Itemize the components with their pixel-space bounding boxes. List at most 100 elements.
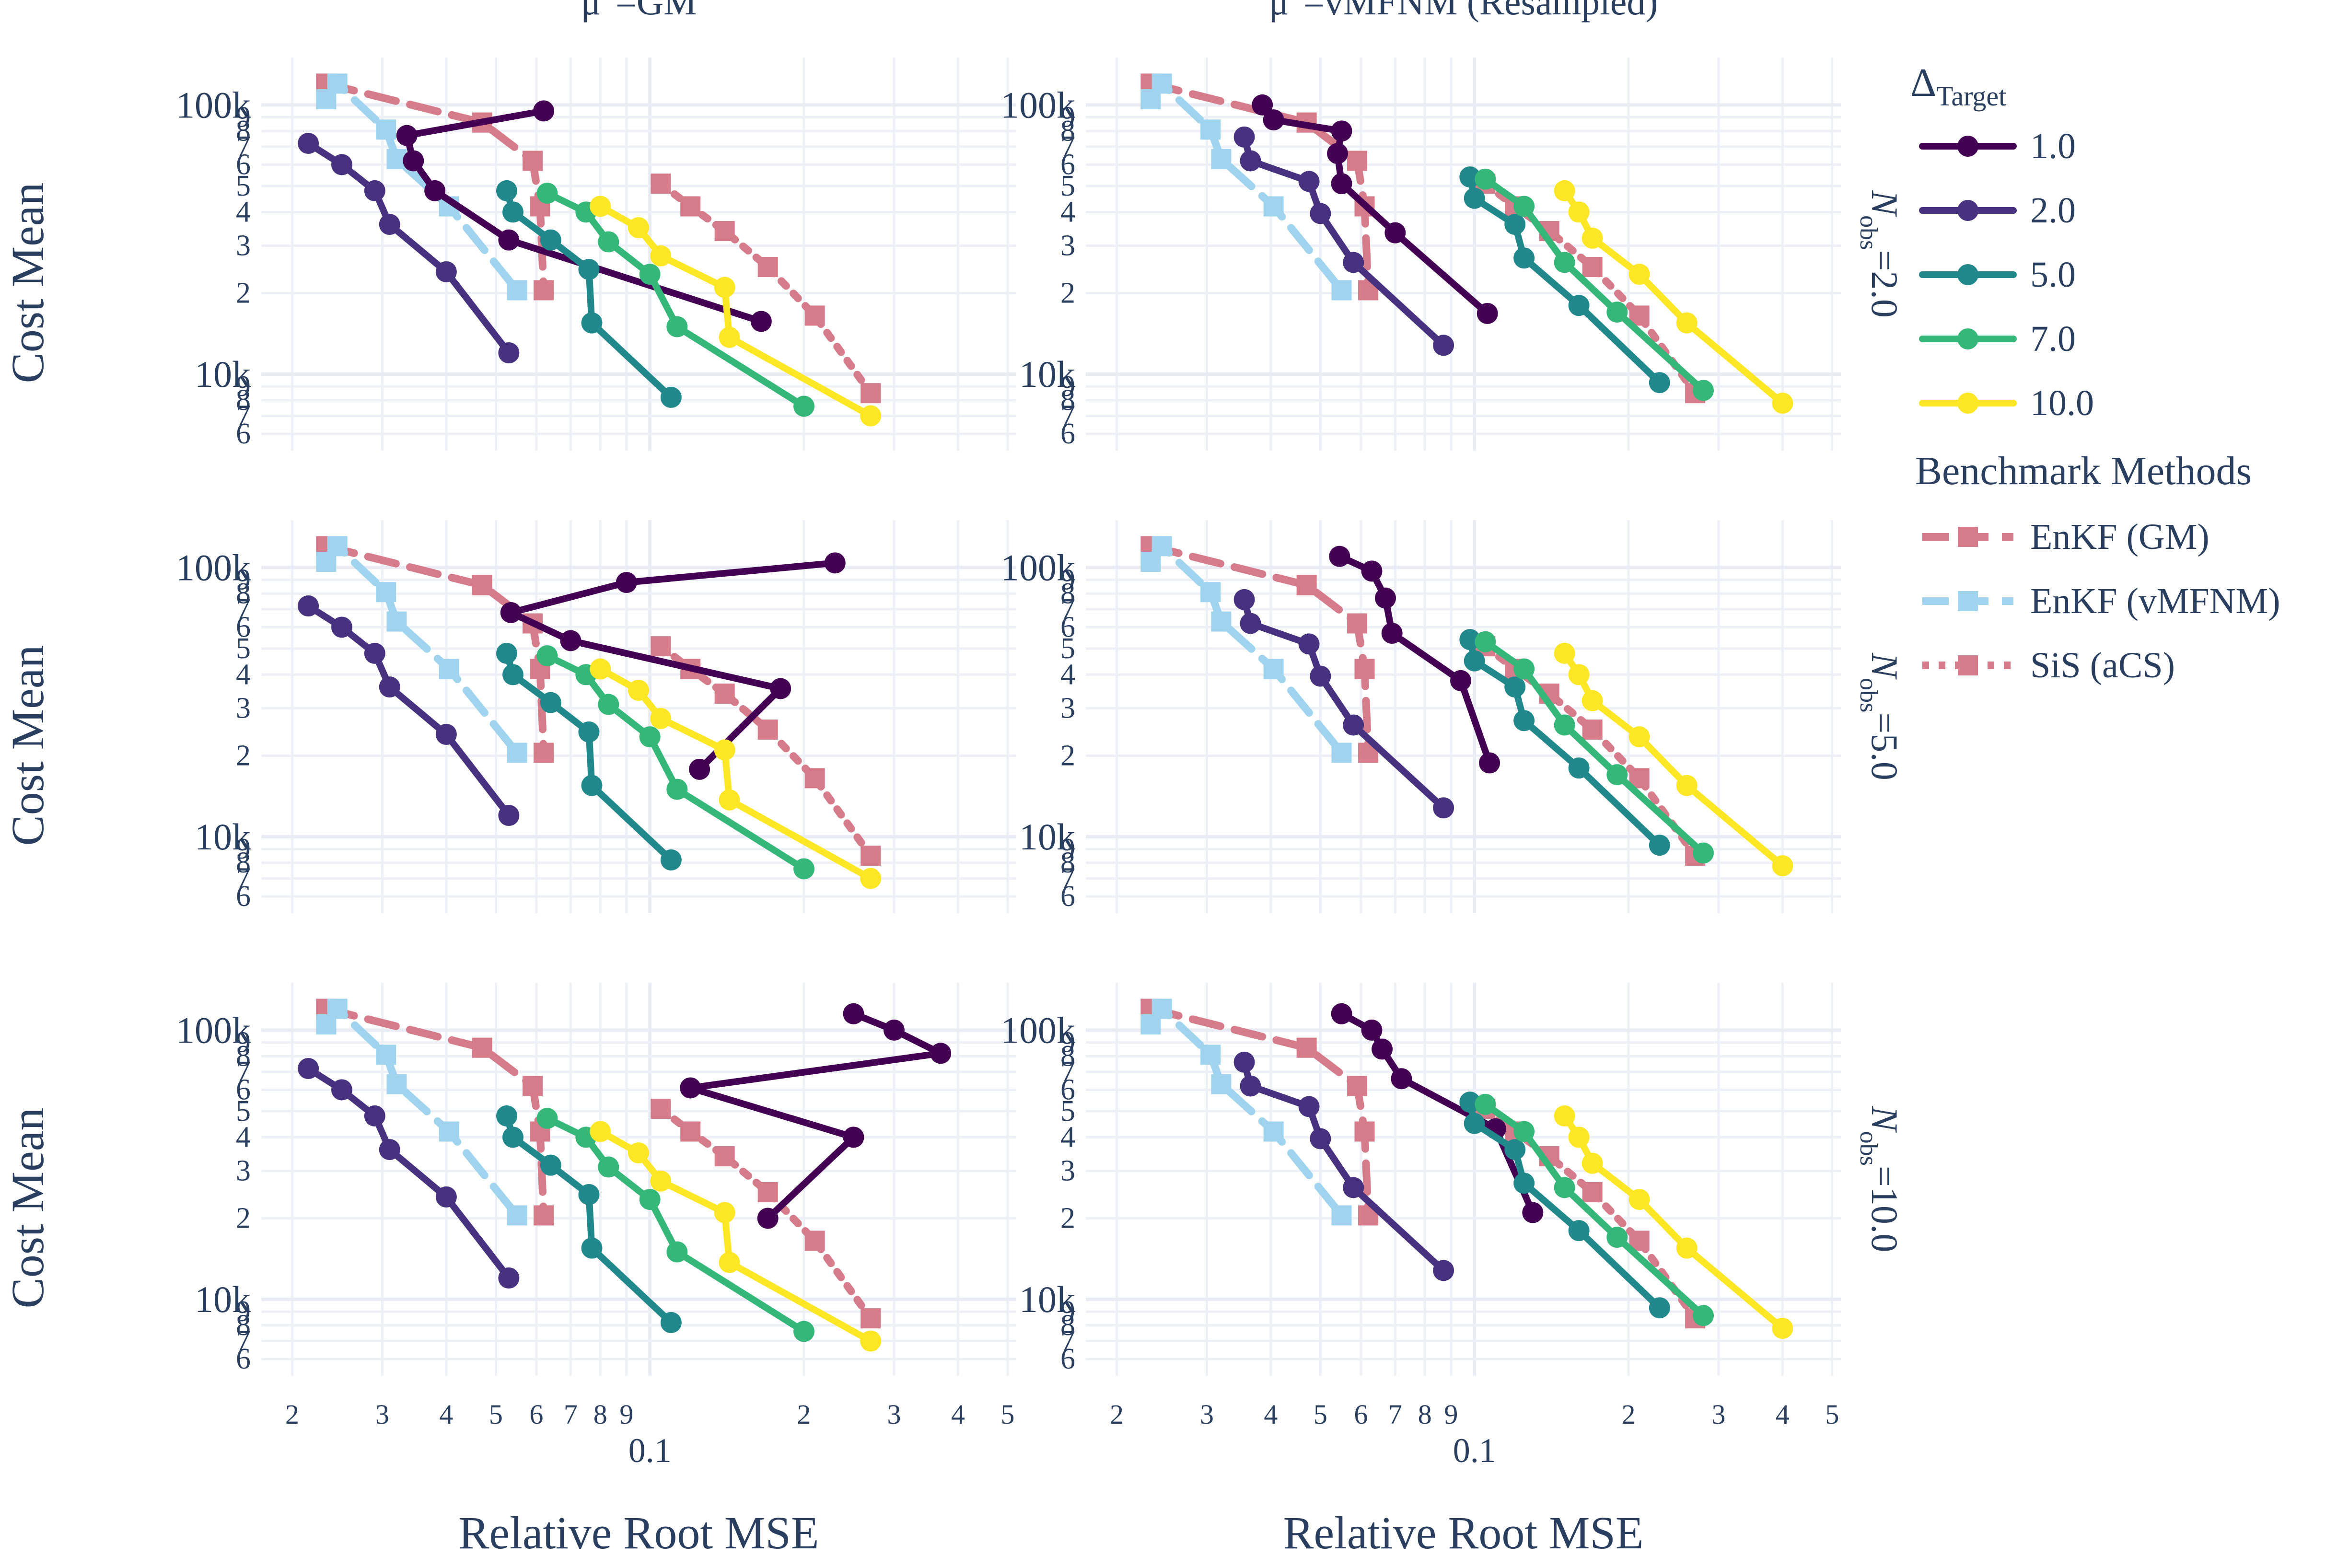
benchmark-point (386, 1074, 407, 1094)
y-tick-label: 7 (1060, 1324, 1075, 1357)
benchmark-point (1582, 1182, 1603, 1203)
series-point (650, 245, 672, 267)
series-point (536, 645, 558, 667)
benchmark-point (439, 1121, 459, 1142)
series-point (298, 595, 319, 617)
x-tick-label: 9 (1444, 1399, 1458, 1430)
legend-entry-label: 7.0 (2030, 319, 2076, 359)
y-tick-label: 9 (236, 833, 251, 865)
series-point (757, 1208, 779, 1229)
series-point (680, 1077, 701, 1099)
series-point (1433, 1260, 1454, 1281)
series-point (298, 133, 319, 154)
x-tick-label: 2 (1110, 1399, 1124, 1430)
x-tick-label: 4 (439, 1399, 453, 1430)
benchmark-point (757, 257, 778, 278)
legend-marker (1958, 527, 1978, 547)
benchmark-point (1263, 196, 1284, 217)
y-tick-label: 2 (1060, 739, 1075, 772)
series-point (843, 1003, 864, 1024)
series-point (719, 789, 740, 811)
series-point (379, 214, 400, 235)
y-tick-label: 6 (236, 611, 251, 643)
series-point (598, 694, 619, 715)
y-axis-title: Cost Mean (2, 1108, 53, 1309)
series-point (435, 1186, 457, 1208)
series-point (1693, 380, 1714, 401)
y-tick-label: 9 (1060, 370, 1075, 403)
series-point (1263, 109, 1284, 131)
benchmark-point (507, 743, 527, 763)
series-point (639, 264, 661, 285)
benchmark-point (1200, 119, 1221, 140)
series-point (793, 858, 815, 880)
benchmark-point (534, 1205, 554, 1226)
x-tick-label: 6 (529, 1399, 543, 1430)
benchmark-point (1347, 151, 1368, 171)
series-point (1513, 1121, 1535, 1142)
series-point (1676, 775, 1698, 796)
series-point (1676, 1237, 1698, 1259)
x-tick-label: 4 (1264, 1399, 1278, 1430)
series-point (793, 1321, 815, 1342)
y-tick-label: 7 (236, 1324, 251, 1357)
series-point (660, 1312, 682, 1333)
y-tick-label: 9 (1060, 1295, 1075, 1328)
tick-label-layer: 678910k23456789100k678910k23456789100k67… (176, 84, 1839, 1470)
y-tick-label: 6 (236, 418, 251, 450)
y-tick-label: 100k (176, 546, 251, 588)
series-point (1298, 633, 1320, 655)
series-point (1554, 642, 1575, 664)
y-tick-label: 8 (236, 577, 251, 610)
y-tick-label: 9 (1060, 564, 1075, 596)
benchmark-point (1263, 1121, 1284, 1142)
y-tick-label: 3 (236, 230, 251, 262)
series-point (1240, 1075, 1261, 1097)
x-tick-label: 3 (375, 1399, 389, 1430)
series-point (540, 692, 561, 713)
y-tick-label: 6 (1060, 1343, 1075, 1375)
benchmark-point (327, 999, 348, 1019)
series-point (1554, 180, 1575, 201)
legend-marker (1957, 136, 1978, 157)
series-point (1327, 143, 1349, 164)
y-tick-label: 8 (236, 384, 251, 417)
series-point (1568, 757, 1590, 779)
series-point (1343, 252, 1364, 273)
series-point (581, 775, 603, 796)
series-point (1504, 676, 1526, 698)
legend-marker (1957, 393, 1978, 414)
series-point (1240, 613, 1261, 634)
series-point (843, 1127, 864, 1148)
series-point (331, 1079, 353, 1101)
series-point (496, 180, 517, 201)
y-tick-label: 9 (236, 1026, 251, 1059)
series-point (1310, 1128, 1331, 1150)
series-point (1693, 842, 1714, 864)
series-point (435, 723, 457, 745)
x-tick-label: 0.1 (628, 1431, 672, 1470)
series-point (1568, 1127, 1590, 1148)
x-tick-label: 7 (1388, 1399, 1402, 1430)
y-tick-label: 6 (236, 880, 251, 913)
legend-marker (1957, 328, 1978, 349)
series-point (540, 229, 561, 251)
benchmark-point (1200, 1045, 1221, 1065)
benchmark-point (439, 659, 459, 679)
benchmark-point (1296, 1037, 1317, 1058)
y-tick-label: 6 (1060, 1073, 1075, 1106)
series-point (1298, 171, 1320, 192)
series-point (714, 1202, 735, 1223)
y-tick-label: 8 (236, 847, 251, 879)
y-axis-title: Cost Mean (2, 645, 53, 846)
series-point (581, 1237, 603, 1259)
text-layer: μT=GM μT=vMFNM (Resampled) Nobs=2.0 Nobs=5.… (2, 0, 1906, 1558)
series-point (930, 1043, 952, 1064)
series-point (578, 258, 600, 280)
y-tick-label: 100k (1000, 1009, 1075, 1051)
series-point (1649, 1297, 1670, 1319)
x-tick-label: 4 (1776, 1399, 1790, 1430)
series-point (1554, 714, 1575, 736)
row-facet-label: Nobs=5.0 (1855, 652, 1906, 780)
y-tick-label: 6 (1060, 418, 1075, 450)
